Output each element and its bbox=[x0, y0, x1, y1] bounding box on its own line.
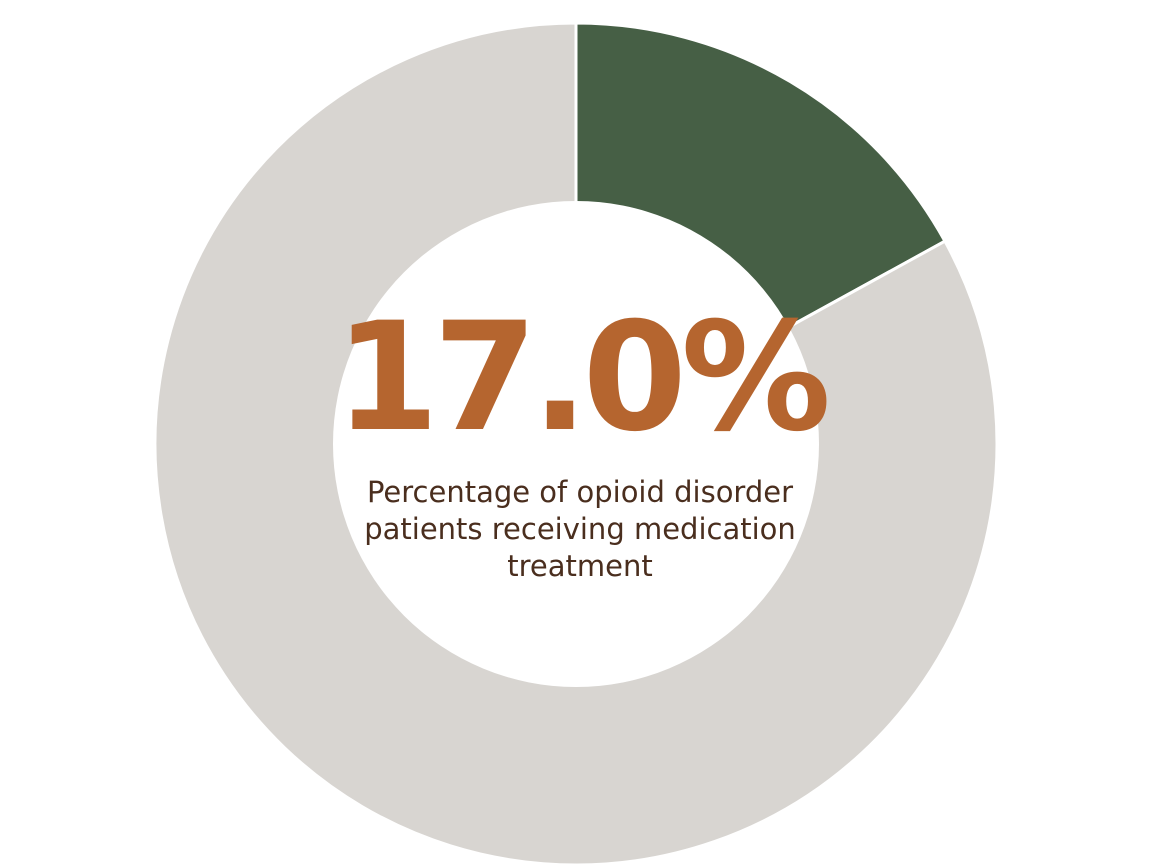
donut-hole bbox=[333, 201, 819, 687]
labels: 17.0% Percentage of opioid disorderpatien… bbox=[335, 291, 833, 583]
caption-line: Percentage of opioid disorder bbox=[367, 475, 793, 509]
caption-line: treatment bbox=[507, 549, 652, 583]
center-value: 17.0% bbox=[335, 291, 827, 465]
caption-line: patients receiving medication bbox=[364, 512, 796, 546]
